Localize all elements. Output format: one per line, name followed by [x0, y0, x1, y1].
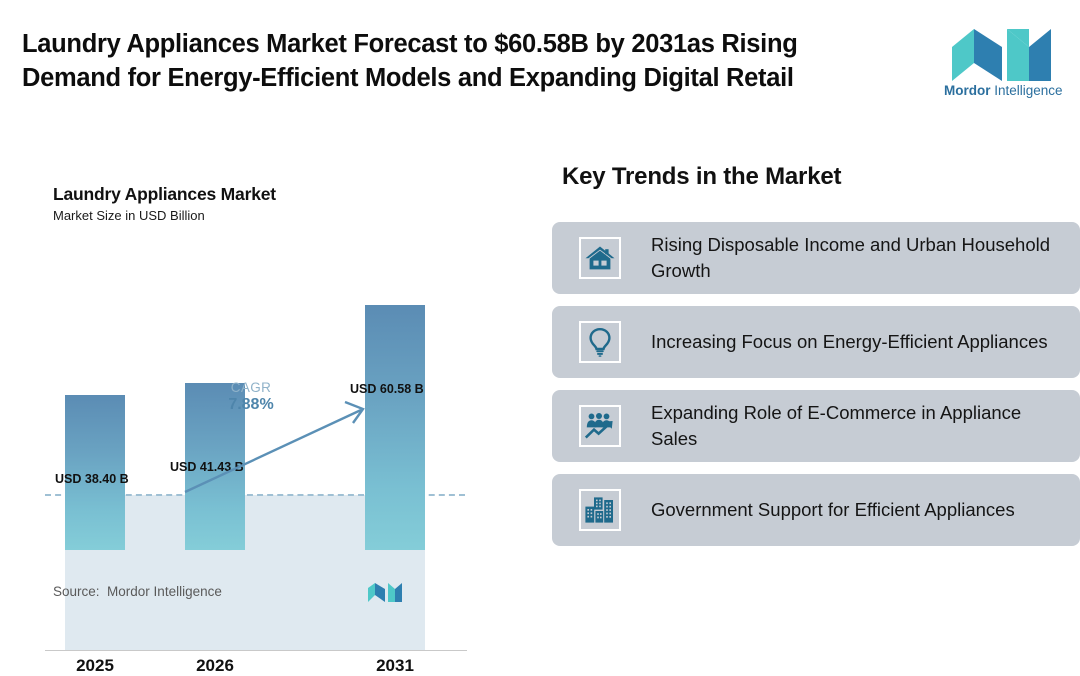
x-tick-2025: 2025: [76, 656, 114, 675]
trends-panel: Key Trends in the Market Rising Disposab…: [540, 120, 1080, 612]
chart-source-row: Source: Mordor Intelligence: [53, 582, 453, 606]
bar-chart-plot: USD 38.40 B USD 41.43 B USD 60.58 B CAGR…: [45, 230, 467, 675]
trend-card-rising-disposable-income[interactable]: Rising Disposable Income and Urban House…: [552, 222, 1080, 294]
bar-2031: [365, 305, 425, 550]
buildings-icon: [579, 489, 621, 531]
cagr-label-text: CAGR: [230, 380, 272, 395]
lightbulb-icon: [579, 321, 621, 363]
trend-card-label: Increasing Focus on Energy-Efficient App…: [651, 331, 1048, 353]
cagr-annotation: CAGR 7.88%: [208, 380, 294, 414]
trend-card-energy-efficient[interactable]: Increasing Focus on Energy-Efficient App…: [552, 306, 1080, 378]
brand-logo: Mordor Intelligence: [944, 27, 1063, 103]
x-axis-line: [45, 650, 467, 651]
trend-card-label: Rising Disposable Income and Urban House…: [651, 234, 1051, 281]
brand-word-light: Intelligence: [994, 83, 1063, 98]
mordor-logo-mark-icon: [944, 27, 1062, 81]
trend-card-label: Government Support for Efficient Applian…: [651, 499, 1015, 521]
page-header: Laundry Appliances Market Forecast to $6…: [0, 0, 1080, 120]
trends-heading: Key Trends in the Market: [562, 163, 842, 190]
source-prefix: Source:: [53, 584, 100, 599]
mordor-mark-icon: [366, 582, 406, 602]
trend-card-list: Rising Disposable Income and Urban House…: [552, 222, 1080, 558]
trend-card-government-support[interactable]: Government Support for Efficient Applian…: [552, 474, 1080, 546]
page-title: Laundry Appliances Market Forecast to $6…: [22, 30, 798, 92]
trend-card-ecommerce[interactable]: Expanding Role of E-Commerce in Applianc…: [552, 390, 1080, 462]
source-name: Mordor Intelligence: [107, 584, 222, 599]
cagr-value-text: 7.88%: [228, 396, 274, 413]
bar-value-label-2031: USD 60.58 B: [350, 382, 424, 396]
chart-panel: Laundry Appliances Market Market Size in…: [0, 120, 540, 675]
bar-2025: [65, 395, 125, 550]
people-growth-chart-icon: [579, 405, 621, 447]
baseline-dashed-line: [45, 494, 465, 496]
x-tick-2031: 2031: [376, 656, 414, 675]
brand-word-bold: Mordor: [944, 83, 991, 98]
bar-value-label-2026: USD 41.43 B: [170, 460, 244, 474]
trend-card-label: Expanding Role of E-Commerce in Applianc…: [651, 402, 1022, 449]
house-icon: [579, 237, 621, 279]
chart-subtitle: Market Size in USD Billion: [53, 208, 205, 223]
x-tick-2026: 2026: [196, 656, 234, 675]
bar-value-label-2025: USD 38.40 B: [55, 472, 129, 486]
brand-wordmark: Mordor Intelligence: [944, 83, 1063, 98]
chart-source-text: Source: Mordor Intelligence: [53, 584, 222, 599]
chart-title: Laundry Appliances Market: [53, 184, 276, 204]
